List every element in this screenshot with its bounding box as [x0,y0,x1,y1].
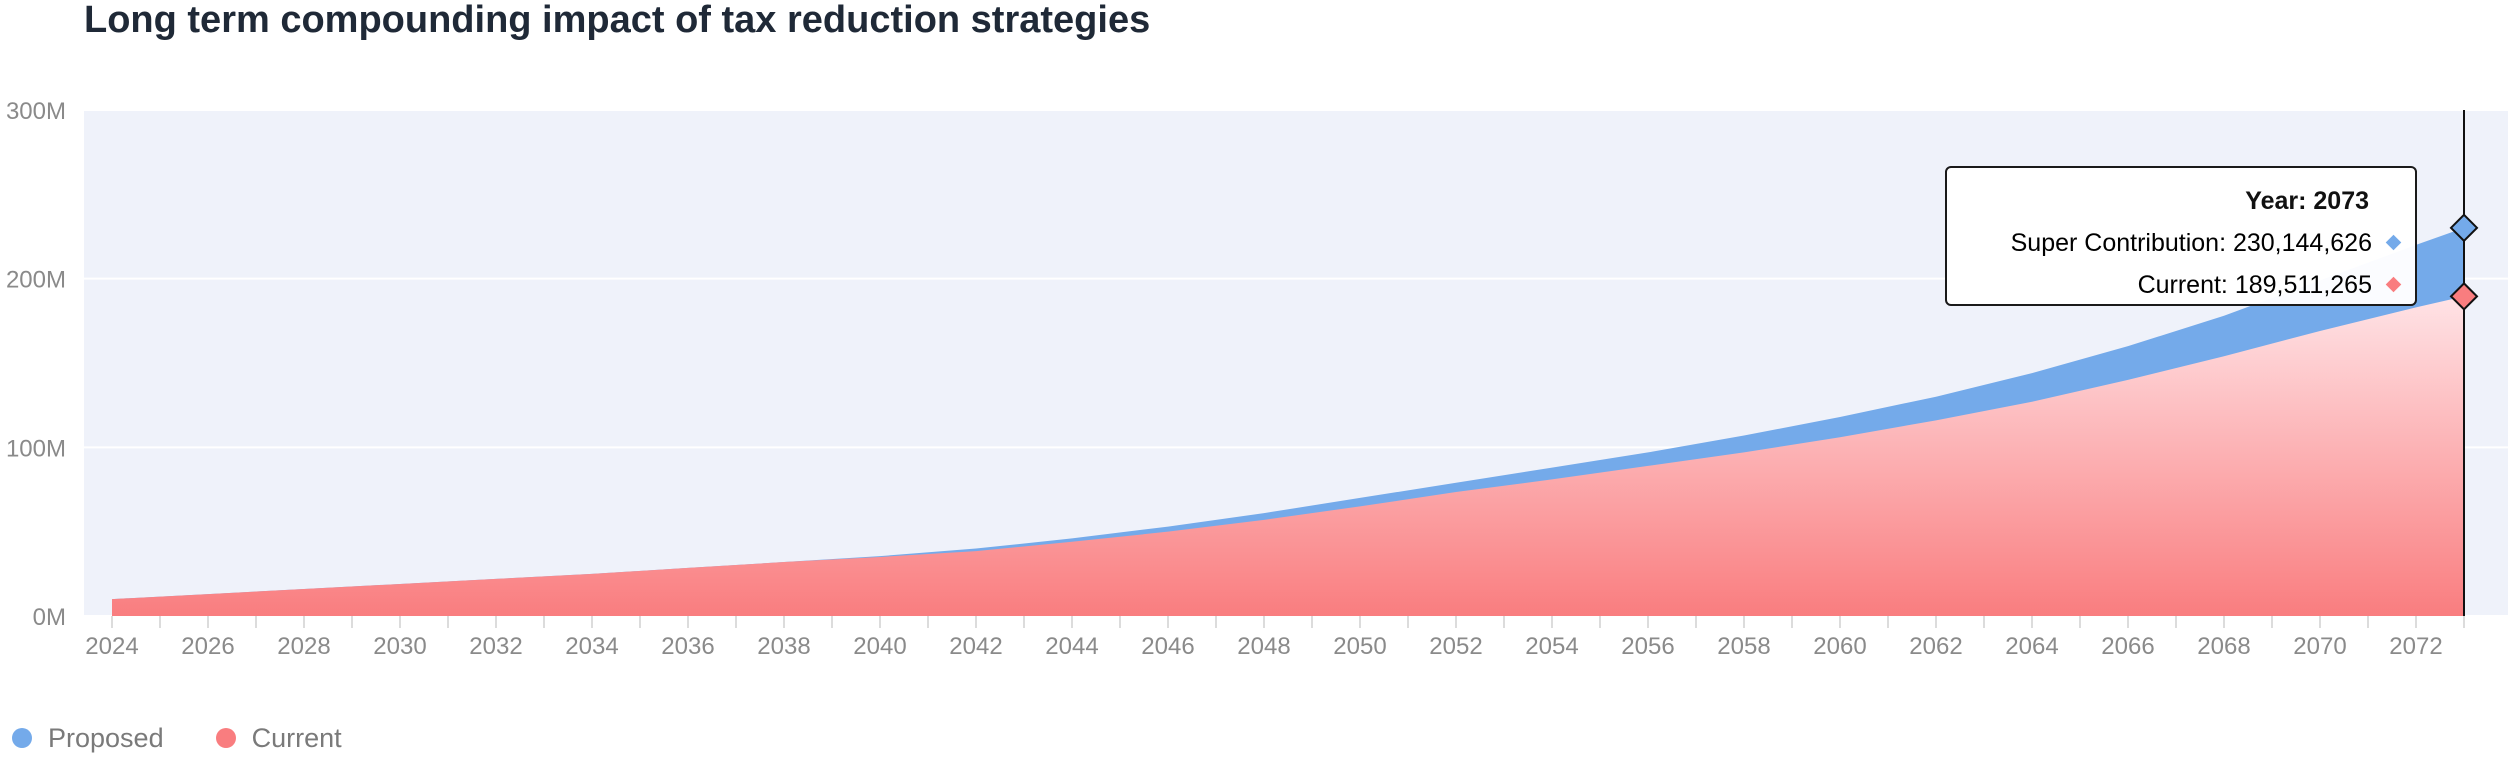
x-tick-label: 2072 [2389,633,2442,660]
y-tick-label: 100M [6,435,66,462]
diamond-icon [2385,234,2402,251]
y-tick-label: 0M [33,604,66,631]
x-tick-label: 2046 [1141,633,1194,660]
x-tick-label: 2050 [1333,633,1386,660]
x-tick-label: 2032 [469,633,522,660]
legend-label-proposed: Proposed [48,722,164,753]
x-tick-label: 2036 [661,633,714,660]
tooltip-row-proposed: Super Contribution: 230,144,626 [1963,222,2402,264]
x-tick-label: 2060 [1813,633,1866,660]
x-tick-label: 2052 [1429,633,1482,660]
x-tick-label: 2028 [277,633,330,660]
x-axis: 2024 2026 2028 2030 2032 2034 2036 2038 2040 2042… [85,616,2465,660]
tooltip: Year: 2073 Super Contribution: 230,144,6… [1945,166,2417,306]
chart-title: Long term compounding impact of tax redu… [84,0,1151,41]
legend: Proposed Current [12,718,342,758]
proposed-dot-icon [12,728,32,748]
legend-item-current[interactable]: Current [215,722,342,754]
marker-current [2449,281,2479,311]
tooltip-row-current: Current: 189,511,265 [1963,264,2402,306]
x-tick-label: 2062 [1909,633,1962,660]
x-tick-label: 2064 [2005,633,2058,660]
x-tick-label: 2034 [565,633,618,660]
x-tick-label: 2030 [373,633,426,660]
x-tick-label: 2024 [85,633,138,660]
x-tick-label: 2040 [853,633,906,660]
x-tick-label: 2066 [2101,633,2154,660]
crosshair [2449,110,2479,616]
legend-label-current: Current [251,722,342,753]
tooltip-year: Year: 2073 [2245,187,2369,215]
x-tick-label: 2038 [757,633,810,660]
series-areas [112,227,2464,616]
x-tick-label: 2068 [2197,633,2250,660]
x-tick-label: 2044 [1045,633,1098,660]
x-tick-label: 2056 [1621,633,1674,660]
tooltip-current-text: Current: 189,511,265 [2137,271,2372,299]
x-tick-label: 2054 [1525,633,1578,660]
x-tick-label: 2070 [2293,633,2346,660]
y-tick-label: 300M [6,98,66,125]
diamond-icon [2385,276,2402,293]
y-tick-label: 200M [6,267,66,294]
area-current [112,296,2464,616]
legend-item-proposed[interactable]: Proposed [12,723,164,754]
x-tick-label: 2026 [181,633,234,660]
x-tick-label: 2058 [1717,633,1770,660]
tooltip-proposed-text: Super Contribution: 230,144,626 [2010,229,2372,257]
x-tick-label: 2042 [949,633,1002,660]
current-dot-icon [215,728,236,748]
x-tick-label: 2048 [1237,633,1290,660]
y-axis: 0M 100M 200M 300M [6,98,66,631]
marker-proposed [2449,213,2479,243]
